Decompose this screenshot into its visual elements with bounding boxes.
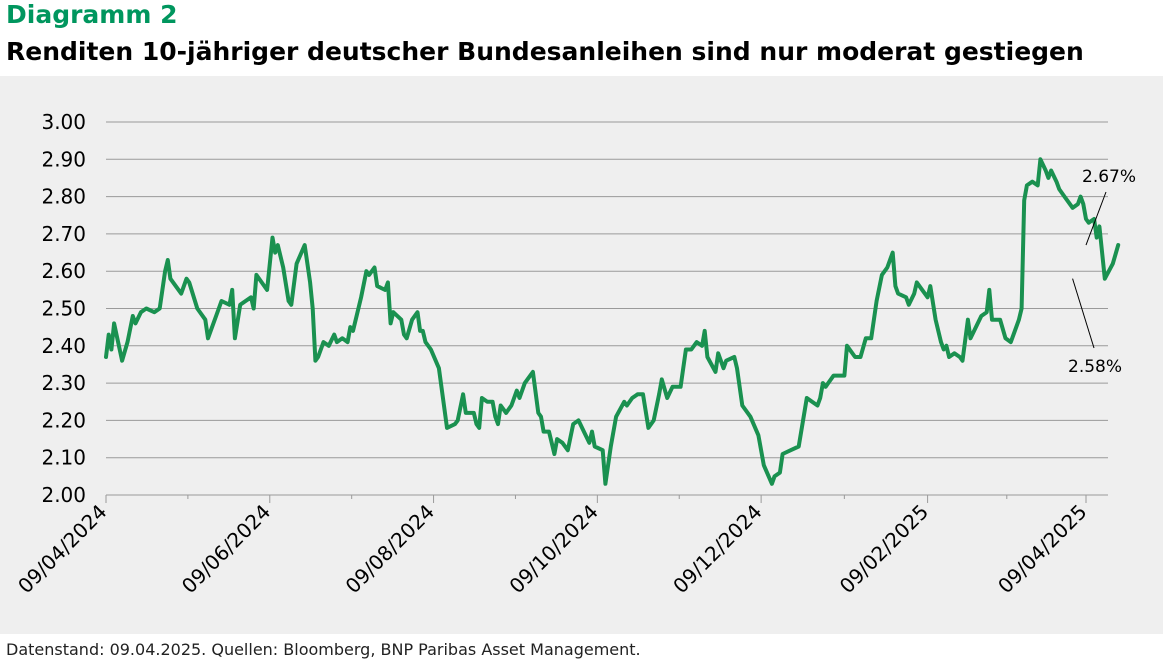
annotation-leader xyxy=(1085,191,1107,246)
y-tick-label: 2.60 xyxy=(41,259,86,283)
annotation-leader xyxy=(1072,278,1095,349)
annotations: 2.67% 2.58% xyxy=(1068,167,1136,377)
y-tick-label: 2.80 xyxy=(41,185,86,209)
y-tick-label: 2.20 xyxy=(41,408,86,432)
y-axis-ticks: 2.00 2.10 2.20 2.30 2.40 2.50 2.60 2.70 2.80 2.90… xyxy=(41,110,86,507)
series-line xyxy=(104,157,1121,486)
y-tick-label: 2.50 xyxy=(41,297,86,321)
chart-title: Renditen 10-jähriger deutscher Bundesanl… xyxy=(6,37,1084,66)
plot-background xyxy=(0,76,1163,634)
y-tick-label: 2.10 xyxy=(41,446,86,470)
chart-kicker: Diagramm 2 xyxy=(6,0,178,29)
x-tick-label: 09/10/2024 xyxy=(504,500,602,598)
annotation-label: 2.58% xyxy=(1068,357,1122,377)
y-tick-label: 2.90 xyxy=(41,147,86,171)
x-tick-label: 09/12/2024 xyxy=(668,500,766,598)
x-tick-label: 09/04/2025 xyxy=(993,500,1091,598)
series-group xyxy=(104,157,1121,486)
x-tick-label: 09/04/2024 xyxy=(13,500,111,598)
y-tick-label: 2.40 xyxy=(41,334,86,358)
y-tick-label: 2.00 xyxy=(41,483,86,507)
annotation-label: 2.67% xyxy=(1082,167,1136,187)
x-tick-label: 09/06/2024 xyxy=(177,500,275,598)
y-tick-label: 2.30 xyxy=(41,371,86,395)
y-tick-label: 3.00 xyxy=(41,110,86,134)
x-tick-label: 09/02/2025 xyxy=(835,500,933,598)
grid-lines xyxy=(106,121,1108,496)
x-tick-label: 09/08/2024 xyxy=(341,500,439,598)
y-tick-label: 2.70 xyxy=(41,222,86,246)
source-note: Datenstand: 09.04.2025. Quellen: Bloombe… xyxy=(6,640,641,659)
x-axis: 09/04/2024 09/06/2024 09/08/2024 09/10/2024… xyxy=(13,494,1108,598)
